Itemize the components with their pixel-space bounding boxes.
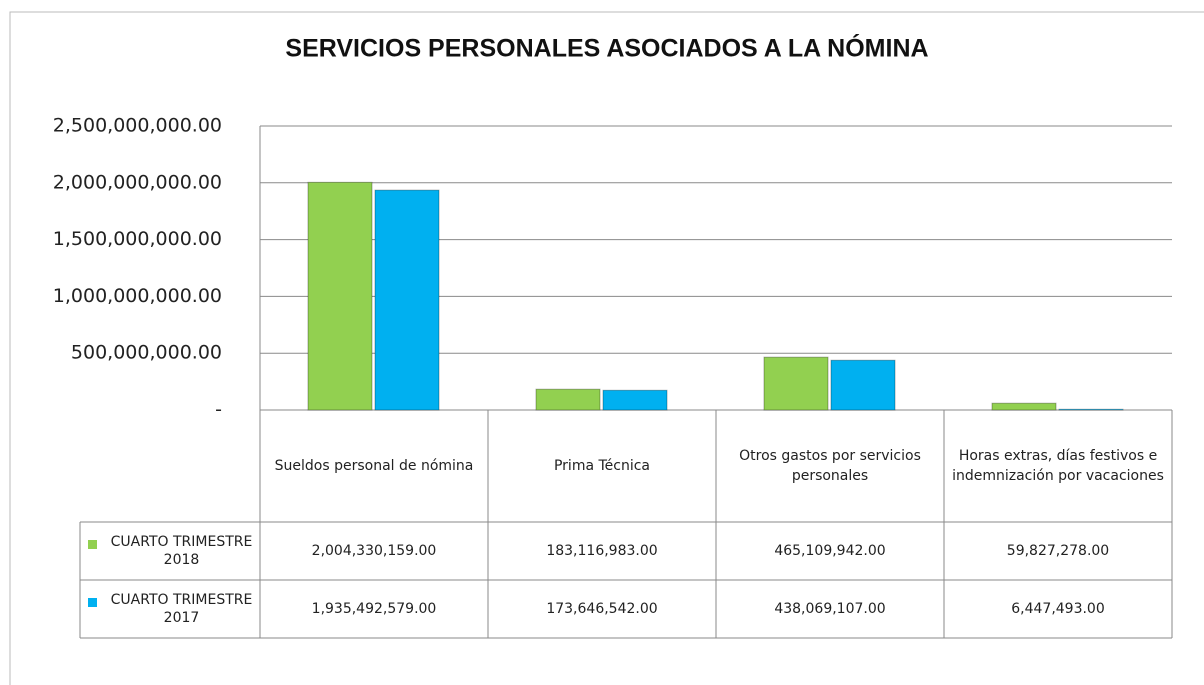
- table-value: 6,447,493.00: [1011, 600, 1105, 617]
- table-value: 465,109,942.00: [774, 542, 886, 559]
- table-value: 59,827,278.00: [1006, 542, 1110, 559]
- y-tick-label: 1,000,000,000.00: [53, 285, 222, 307]
- category-label: Sueldos personal de nómina: [274, 457, 474, 474]
- bar: [535, 388, 601, 411]
- table-value: 1,935,492,579.00: [311, 600, 437, 617]
- chart-frame: [9, 11, 1204, 685]
- table-value: 2,004,330,159.00: [311, 542, 437, 559]
- table-value: 183,116,983.00: [546, 542, 658, 559]
- bar: [602, 389, 668, 411]
- legend-entry: CUARTO TRIMESTRE 2017: [80, 580, 260, 638]
- legend-label: CUARTO TRIMESTRE 2018: [110, 533, 253, 568]
- legend-marker: [88, 597, 97, 607]
- bar: [830, 359, 896, 411]
- category-label: Otros gastos por servicios personales: [739, 447, 921, 484]
- table-value: 173,646,542.00: [546, 600, 658, 617]
- bar: [763, 356, 829, 411]
- category-label: Horas extras, días festivos e indemnizac…: [952, 447, 1164, 484]
- table-value: 438,069,107.00: [774, 600, 886, 617]
- y-tick-label: 2,500,000,000.00: [53, 115, 222, 137]
- legend-marker: [88, 539, 97, 549]
- bar: [991, 402, 1057, 411]
- chart-title: SERVICIOS PERSONALES ASOCIADOS A LA NÓMI…: [285, 33, 928, 63]
- y-tick-label: 2,000,000,000.00: [53, 171, 222, 193]
- legend-label: CUARTO TRIMESTRE 2017: [110, 591, 253, 626]
- y-tick-label: 1,500,000,000.00: [53, 228, 222, 250]
- bar: [307, 181, 373, 411]
- y-tick-label: -: [215, 399, 222, 421]
- category-label: Prima Técnica: [553, 457, 651, 474]
- bar: [374, 189, 440, 411]
- y-tick-label: 500,000,000.00: [71, 342, 222, 364]
- legend-entry: CUARTO TRIMESTRE 2018: [80, 522, 260, 580]
- bar: [1058, 408, 1124, 411]
